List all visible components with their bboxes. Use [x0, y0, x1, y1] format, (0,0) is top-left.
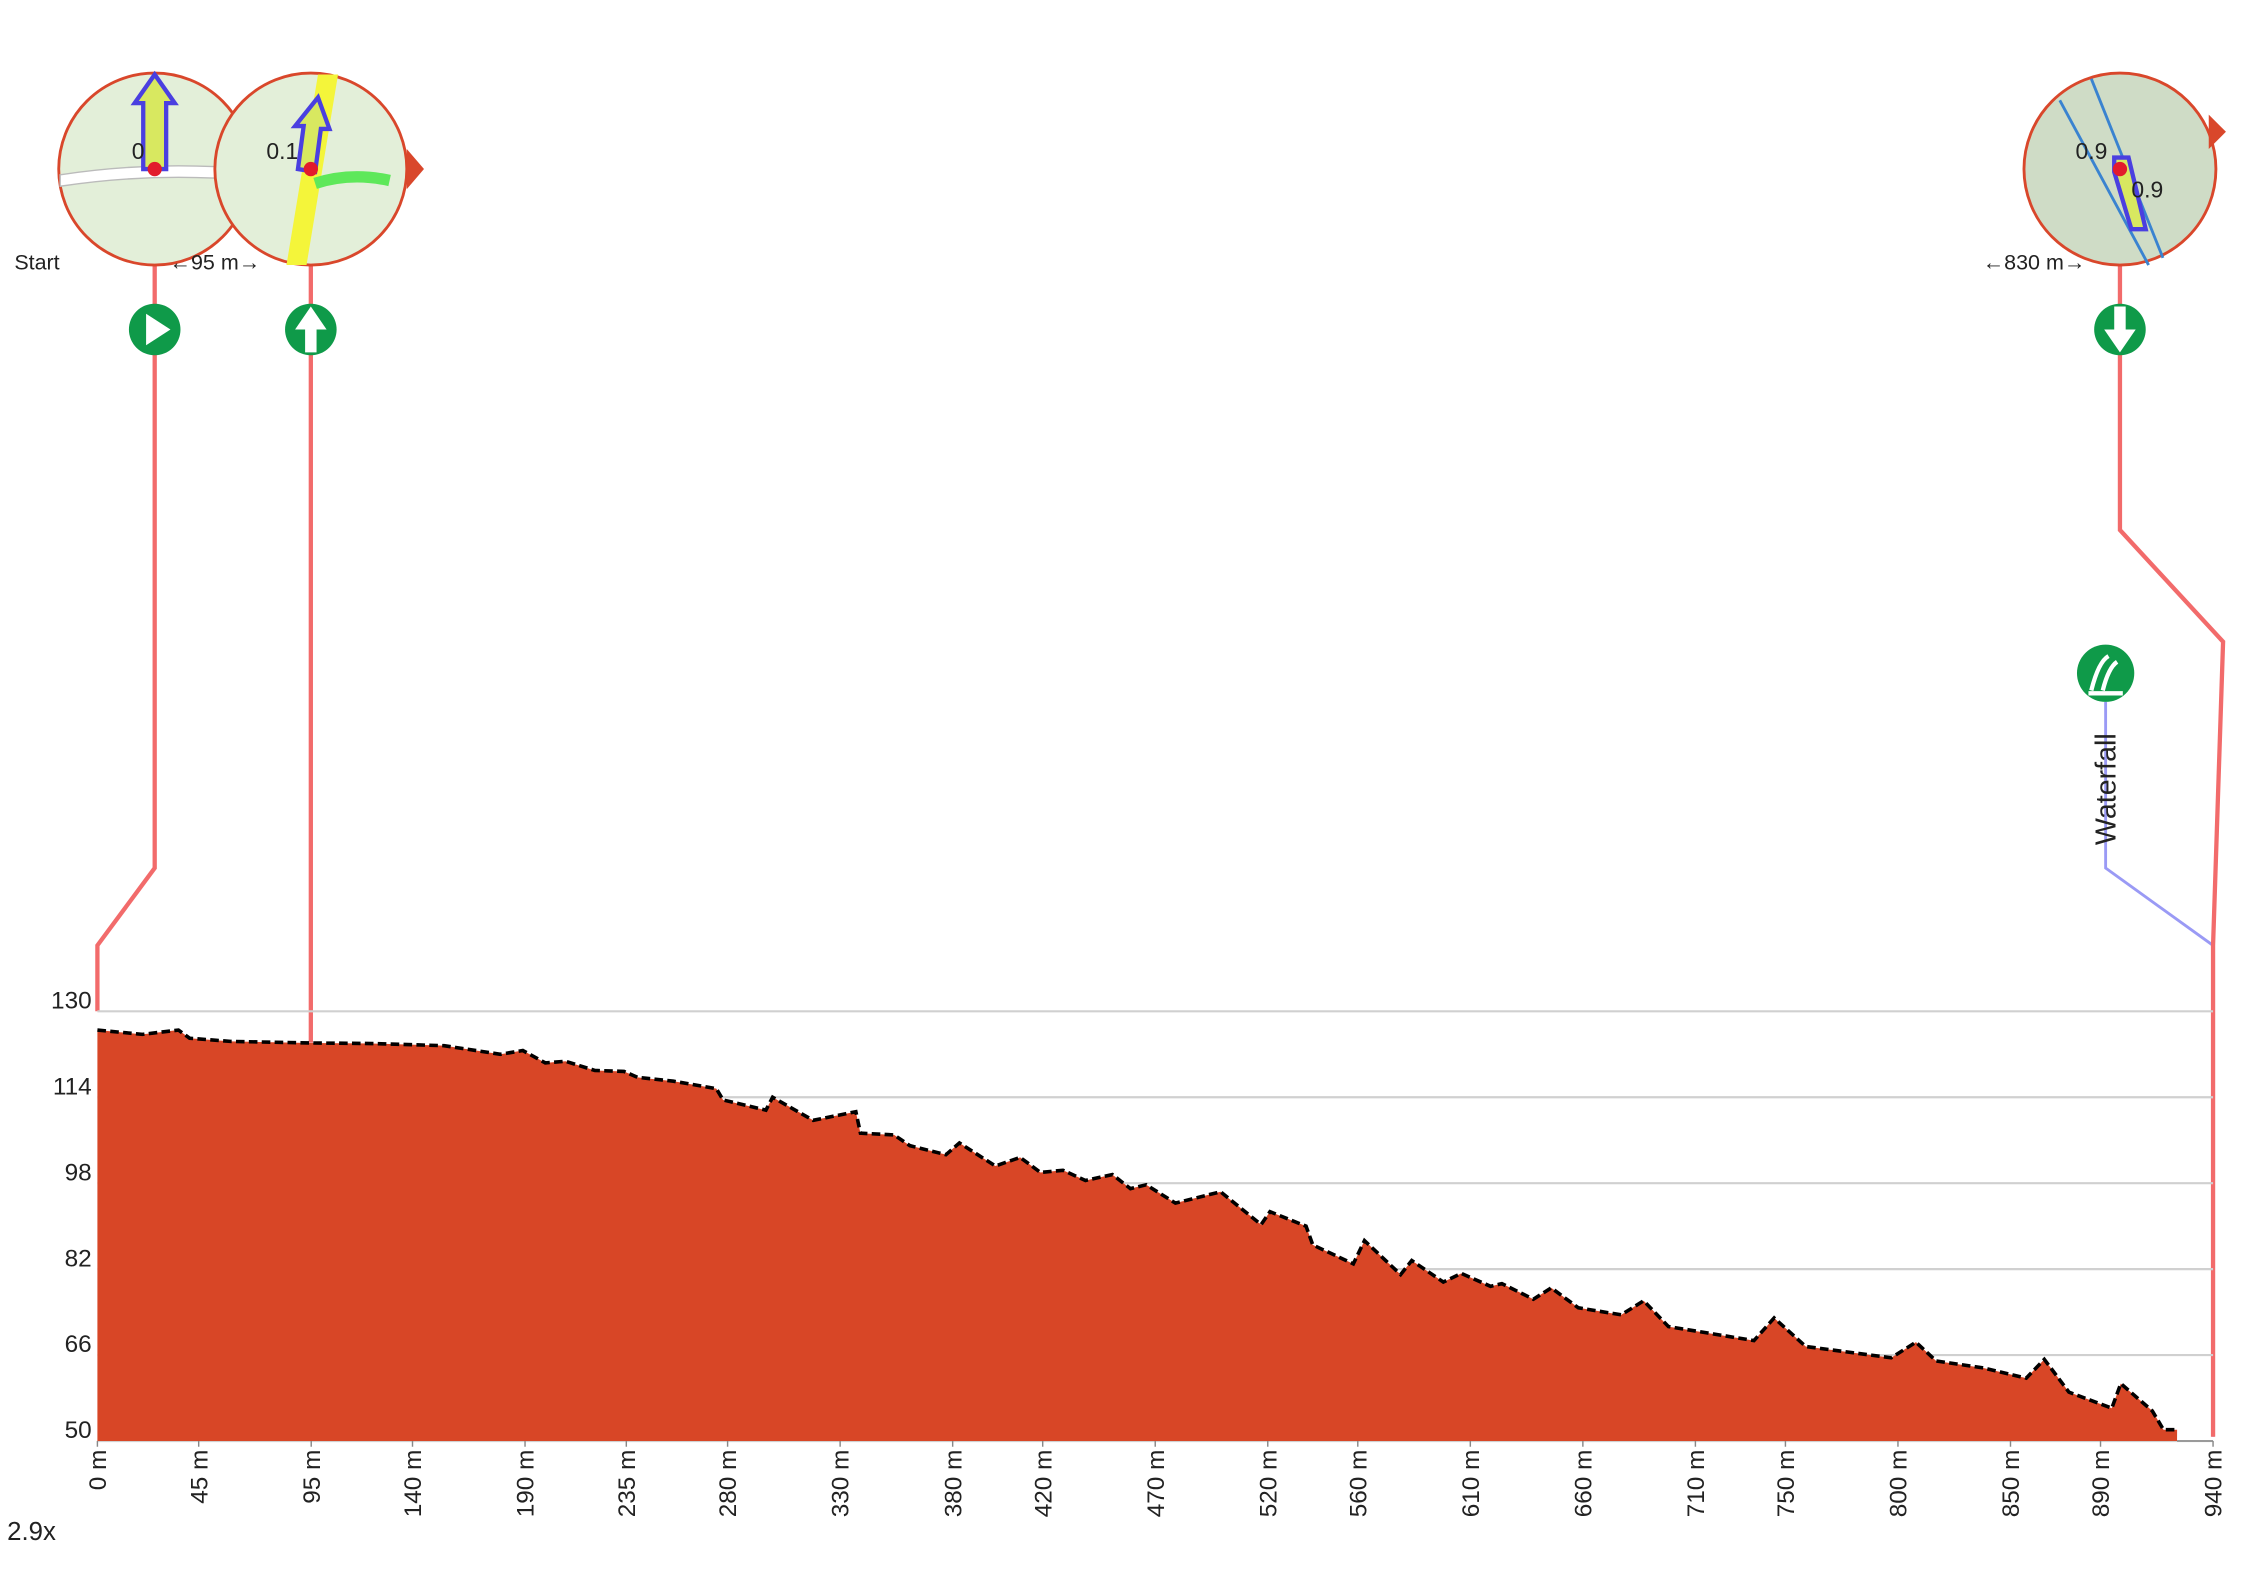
marker-label: ←830 m→ [1983, 250, 2086, 274]
x-tick-label: 330 m [828, 1450, 855, 1518]
x-tick-label: 940 m [2201, 1450, 2228, 1518]
x-tick-label: 190 m [513, 1450, 540, 1518]
chart: Start ←95 m→ ←830 m→ 0 0.1 0.9 0.9 Water… [0, 0, 2246, 1588]
x-tick-label: 520 m [1255, 1450, 1282, 1518]
connector [97, 265, 154, 1011]
thumbnail-label: 0.9 [2076, 138, 2108, 164]
x-tick-label: 420 m [1030, 1450, 1057, 1518]
marker-label: Start [14, 250, 59, 274]
x-tick-label: 235 m [614, 1450, 641, 1518]
y-tick-label: 130 [51, 987, 92, 1014]
thumbnail-label: 0.9 [2131, 177, 2163, 203]
x-tick-label: 380 m [940, 1450, 967, 1518]
y-tick-label: 98 [65, 1159, 92, 1186]
y-tick-label: 50 [65, 1417, 92, 1444]
thumbnail-label: 0 [132, 138, 145, 164]
x-tick-label: 560 m [1345, 1450, 1372, 1518]
y-tick-label: 66 [65, 1331, 92, 1358]
x-tick-label: 45 m [186, 1450, 213, 1504]
poi-label: Waterfall [2091, 733, 2123, 845]
thumbnail [215, 73, 424, 265]
connector [2120, 265, 2223, 1437]
x-tick-label: 850 m [1998, 1450, 2025, 1518]
y-tick-label: 82 [65, 1245, 92, 1272]
x-tick-label: 95 m [299, 1450, 326, 1504]
x-tick-label: 710 m [1683, 1450, 1710, 1518]
x-tick-label: 0 m [85, 1450, 112, 1491]
x-tick-label: 140 m [400, 1450, 427, 1518]
x-tick-label: 660 m [1570, 1450, 1597, 1518]
x-tick-label: 470 m [1143, 1450, 1170, 1518]
y-tick-label: 114 [53, 1073, 92, 1100]
page: Start ←95 m→ ←830 m→ 0 0.1 0.9 0.9 Water… [0, 0, 2246, 1588]
x-tick-label: 280 m [715, 1450, 742, 1518]
x-tick-label: 800 m [1886, 1450, 1913, 1518]
thumbnail-label: 0.1 [266, 138, 298, 164]
thumbnail [2024, 73, 2226, 265]
zoom-label: 2.9x [7, 1518, 56, 1546]
x-tick-label: 750 m [1773, 1450, 1800, 1518]
marker-label: ←95 m→ [170, 250, 261, 274]
elevation-area [97, 1030, 2177, 1441]
x-tick-label: 890 m [2088, 1450, 2115, 1518]
x-tick-label: 610 m [1458, 1450, 1485, 1518]
